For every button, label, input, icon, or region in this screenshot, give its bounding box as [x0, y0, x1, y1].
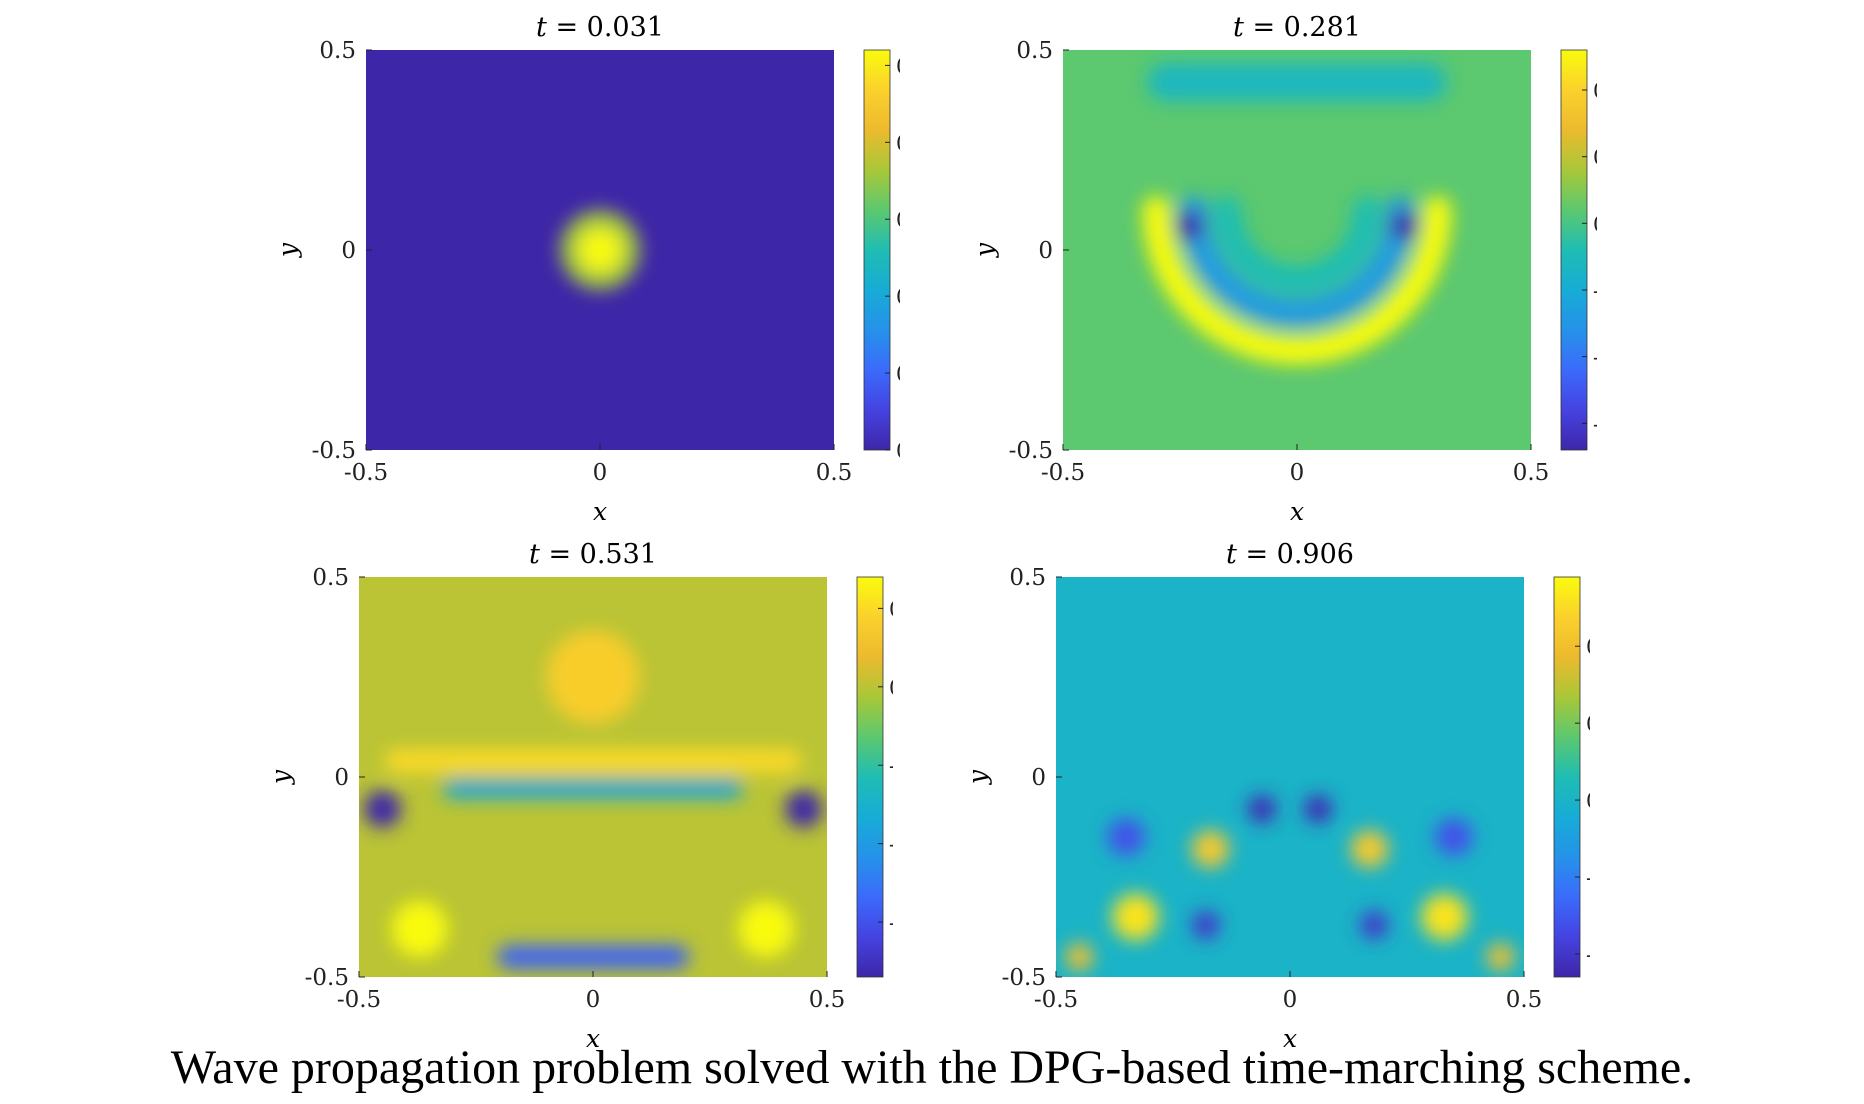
field-feature-spot	[784, 790, 823, 828]
x-tick-label: -0.5	[344, 460, 388, 486]
field-feature-spot	[1390, 211, 1419, 241]
chart-title: t = 0.531	[529, 539, 657, 570]
field-feature-arc	[1180, 195, 1414, 327]
colorbar	[1560, 49, 1588, 451]
y-axis-label: y	[970, 242, 999, 258]
heatmap-panel-t0906: t = 0.906 -0.5 0 0.5 -0.5 0 0.5 x y -0.1 -0.05 0 0.0…	[690, 527, 1640, 1058]
y-axis-label: y	[273, 242, 302, 258]
colorbar-tick-label: -0.1	[1586, 943, 1590, 967]
colorbar-tick-label: 0	[1586, 789, 1590, 813]
colorbar	[863, 49, 891, 451]
field-feature-spot	[738, 900, 795, 958]
y-axis-label: y	[266, 769, 295, 785]
field-feature-spot	[391, 900, 448, 958]
y-tick-label: -0.5	[312, 438, 356, 464]
x-tick-label: 0.5	[1513, 460, 1550, 486]
field-feature-spot	[1435, 818, 1473, 856]
heatmap-svg: t = 0.031-0.500.5-0.500.5xy00.050.10.150…	[273, 12, 943, 526]
field-feature-spot	[1421, 893, 1468, 941]
colorbar-tick-label: 0.05	[1593, 146, 1597, 170]
field-feature-spot	[578, 228, 622, 272]
field-feature-spot	[363, 790, 402, 828]
x-tick-label: 0.5	[816, 460, 853, 486]
field-feature-spot	[1107, 818, 1145, 856]
field-feature-spot	[1247, 794, 1276, 824]
colorbar-tick-label: 0	[1593, 212, 1597, 236]
x-tick-label: -0.5	[337, 987, 381, 1013]
field-feature-spot	[1486, 942, 1515, 972]
field-feature-spot	[1191, 910, 1220, 940]
heatmap-field	[359, 577, 827, 977]
x-tick-label: 0.5	[809, 987, 846, 1013]
x-axis-label: x	[1283, 1024, 1297, 1053]
x-tick-label: 0.5	[1506, 987, 1543, 1013]
x-axis-label: x	[593, 497, 607, 526]
colorbar-tick-label: -0.15	[1593, 412, 1597, 436]
x-axis-label: x	[586, 1024, 600, 1053]
field-feature-arc	[1142, 195, 1452, 365]
y-tick-label: 0	[1038, 238, 1053, 264]
x-tick-label: 0	[586, 987, 601, 1013]
colorbar-tick-label: -0.05	[1593, 279, 1597, 303]
field-feature-spot	[1175, 211, 1204, 241]
heatmap-panel-t0031: t = 0.031-0.500.5-0.500.5xy00.050.10.150…	[0, 0, 943, 531]
colorbar-tick-label: -0.1	[1593, 346, 1597, 370]
field-feature-spot	[1350, 830, 1389, 868]
x-tick-label: -0.5	[1034, 987, 1078, 1013]
x-tick-label: 0	[593, 460, 608, 486]
field-feature-spot	[546, 630, 640, 724]
x-axis-label: x	[1290, 497, 1304, 526]
heatmap-svg: t = 0.281 -0.5 0 0.5 -0.5 0 0.5 x y -0.15 -0.1 -0.0…	[970, 12, 1647, 526]
heatmap-field	[1063, 50, 1531, 450]
chart-title: t = 0.906	[1226, 539, 1354, 570]
heatmap-field	[366, 50, 834, 450]
field-feature-spot	[1065, 942, 1094, 972]
y-tick-label: -0.5	[1002, 965, 1046, 991]
y-tick-label: 0	[341, 238, 356, 264]
x-tick-label: 0	[1290, 460, 1305, 486]
figure-caption: Wave propagation problem solved with the…	[170, 1041, 1694, 1094]
y-tick-label: 0.5	[319, 38, 356, 64]
field-feature-spot	[1304, 794, 1333, 824]
x-tick-label: -0.5	[1041, 460, 1085, 486]
field-feature-spot	[1191, 830, 1230, 868]
x-tick-label: 0	[1283, 987, 1298, 1013]
field-feature-spot	[1360, 910, 1389, 940]
y-tick-label: 0	[334, 765, 349, 791]
y-tick-label: 0.5	[1009, 565, 1046, 591]
colorbar-tick-label: 0.05	[1586, 712, 1590, 736]
colorbar-tick-label: -0.05	[1586, 866, 1590, 890]
heatmap-background	[1063, 50, 1531, 450]
y-tick-label: 0.5	[1016, 38, 1053, 64]
heatmap-field	[1056, 577, 1524, 977]
field-feature-arc	[1212, 195, 1382, 295]
heatmap-panel-t0281: t = 0.281 -0.5 0 0.5 -0.5 0 0.5 x y -0.15 -0.1 -0.0…	[697, 0, 1647, 531]
chart-title: t = 0.031	[536, 12, 664, 43]
colorbar-tick-label: 0.1	[1593, 79, 1597, 103]
y-tick-label: -0.5	[1009, 438, 1053, 464]
colorbar	[1553, 576, 1581, 978]
y-axis-label: y	[963, 769, 992, 785]
colorbar-tick-label: 0.1	[1586, 635, 1590, 659]
y-tick-label: 0.5	[312, 565, 349, 591]
y-tick-label: 0	[1031, 765, 1046, 791]
colorbar	[856, 576, 884, 978]
chart-title: t = 0.281	[1233, 12, 1361, 43]
heatmap-svg: t = 0.906 -0.5 0 0.5 -0.5 0 0.5 x y -0.1 -0.05 0 0.0…	[963, 539, 1640, 1053]
y-tick-label: -0.5	[305, 965, 349, 991]
field-feature-spot	[1112, 893, 1159, 941]
